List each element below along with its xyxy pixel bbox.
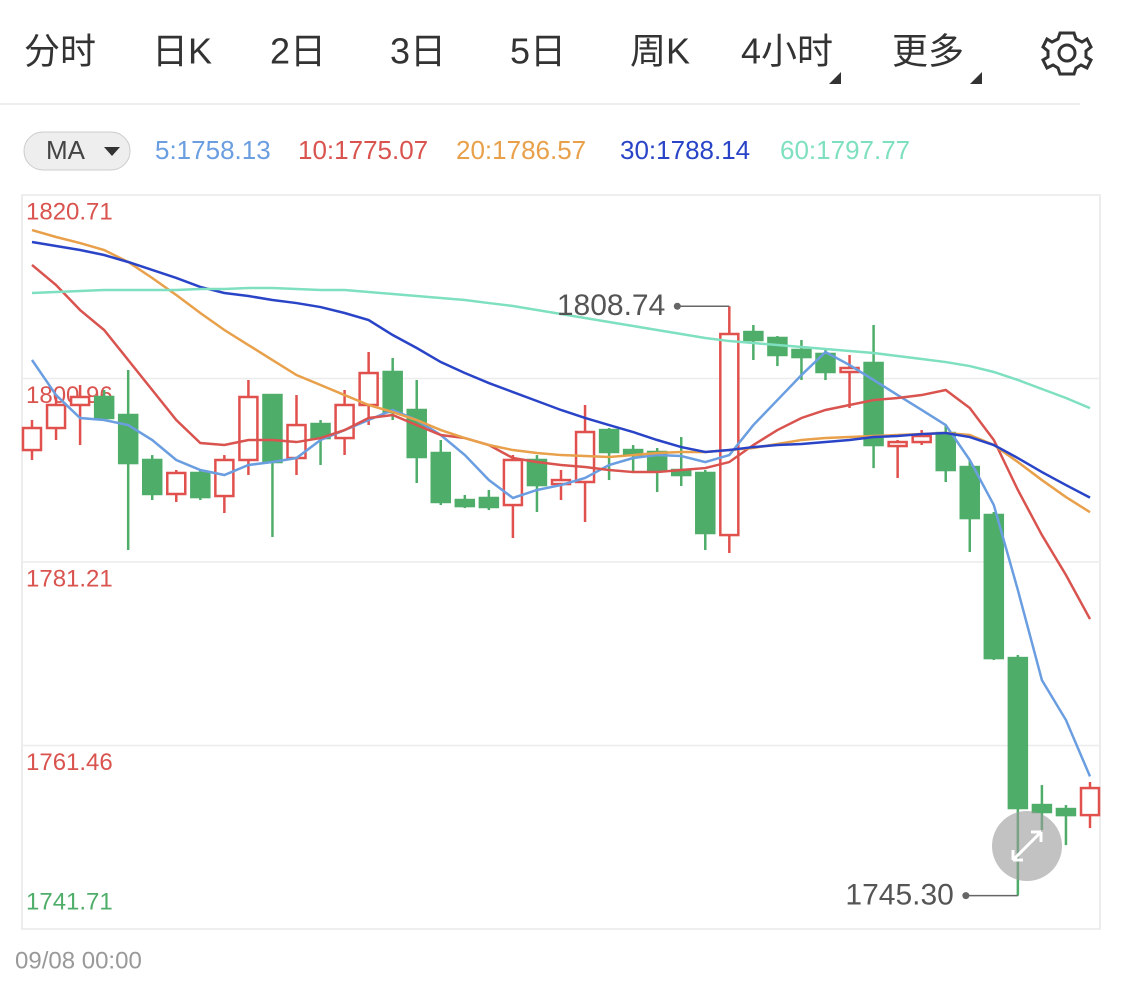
candle-body [719, 332, 740, 537]
y-tick-label: 1761.46 [26, 749, 113, 776]
tab[interactable]: 4小时 [741, 31, 833, 72]
candle-body [935, 431, 956, 472]
legend-entry: 60:1797.77 [780, 135, 910, 165]
candle-body [791, 348, 812, 359]
x-tick-label: 09/08 00:00 [15, 947, 142, 974]
y-tick-label: 1781.21 [26, 565, 113, 592]
candle-body [887, 440, 908, 448]
candle-body [743, 330, 764, 342]
ma-dropdown[interactable] [23, 131, 131, 171]
candle-body [69, 395, 91, 407]
candle-body [454, 498, 476, 508]
tab-corner [970, 72, 982, 84]
annotation-dot [673, 302, 681, 310]
ma-line [31, 228, 1091, 514]
candle-body [21, 426, 43, 452]
candle-body [117, 413, 139, 465]
candle-body [478, 496, 500, 509]
tab[interactable]: 更多 [892, 31, 964, 72]
candle-body [959, 465, 981, 520]
legend-entry: 30:1788.14 [620, 135, 750, 165]
candle-body [1007, 656, 1029, 810]
annotation: 1808.74 [557, 289, 665, 322]
dropdown-arrow [104, 147, 120, 156]
annotation-dot [962, 892, 970, 900]
candle-body [334, 403, 355, 440]
legend-entry: 5:1758.13 [155, 135, 271, 165]
ma-line [31, 264, 1092, 620]
tab[interactable]: 2日 [270, 31, 326, 72]
legend-entry: 20:1786.57 [456, 135, 586, 165]
tab[interactable]: 5日 [510, 31, 566, 72]
legend-entry: 10:1775.07 [298, 135, 428, 165]
candle-body [1079, 786, 1101, 817]
tab[interactable]: 周K [630, 31, 690, 72]
candle-body [166, 471, 187, 496]
candle-body [815, 352, 836, 374]
candle-body [358, 371, 379, 407]
ma-line [30, 350, 1092, 777]
candle-body [45, 403, 67, 430]
candle-body [911, 434, 932, 444]
candle-body [695, 471, 716, 535]
candle-body [238, 395, 259, 462]
candle-body [190, 471, 211, 499]
candle-body [983, 513, 1005, 660]
candle-body [214, 458, 235, 498]
candle-body [382, 370, 403, 414]
zoom-button[interactable] [992, 811, 1062, 881]
ma-label[interactable]: MA [46, 135, 86, 165]
y-tick-label: 1820.71 [26, 198, 113, 225]
candle-body [430, 451, 452, 504]
tab[interactable]: 分时 [24, 31, 96, 72]
candle-body [526, 458, 548, 487]
candle-body [1031, 803, 1053, 814]
ma-line [31, 286, 1091, 410]
settings-icon[interactable] [1041, 31, 1093, 76]
candle-body [141, 458, 163, 496]
tab[interactable]: 3日 [390, 31, 446, 72]
candle-body [1055, 807, 1077, 817]
tab[interactable]: 日K [152, 31, 212, 72]
tab-corner [829, 72, 841, 84]
candle-body [262, 393, 283, 464]
candle-body [598, 428, 620, 454]
annotation: 1745.30 [845, 879, 953, 912]
candle-body [93, 395, 115, 420]
y-tick-label: 1741.71 [26, 888, 113, 915]
ma-line [31, 240, 1091, 499]
